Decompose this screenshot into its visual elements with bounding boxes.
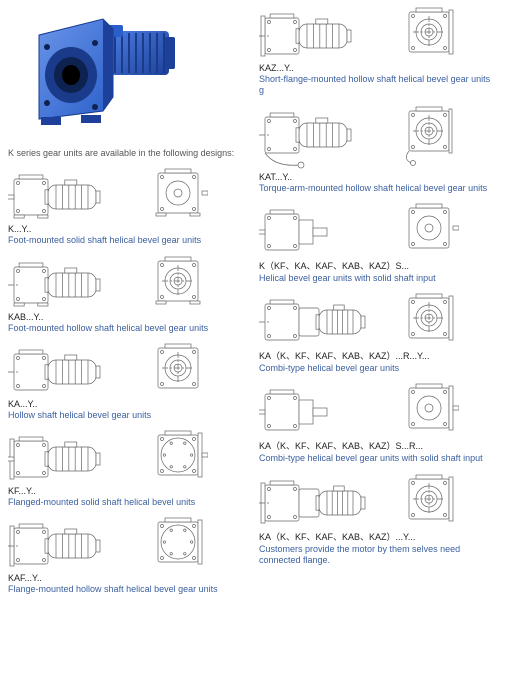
hero-product-image <box>8 4 198 144</box>
design-diagrams <box>259 200 500 256</box>
design-diagrams <box>8 253 249 309</box>
design-description: Combi-type helical bevel gear units <box>259 363 500 374</box>
end-view-diagram <box>399 200 459 256</box>
side-view-diagram <box>8 342 138 396</box>
design-code: K...Y.. <box>8 224 249 234</box>
design-diagrams <box>8 165 249 221</box>
design-code: KA...Y.. <box>8 399 249 409</box>
design-diagrams <box>8 340 249 396</box>
design-item: KAF...Y.. Flange-mounted hollow shaft he… <box>8 514 249 595</box>
design-item: K（KF、KA、KAF、KAB、KAZ）S... Helical bevel g… <box>259 200 500 284</box>
design-code: KA（K、KF、KAF、KAB、KAZ）...R...Y... <box>259 349 500 362</box>
design-item: K...Y.. Foot-mounted solid shaft helical… <box>8 165 249 246</box>
end-view-diagram <box>148 253 208 309</box>
design-code: KAB...Y.. <box>8 312 249 322</box>
side-view-diagram <box>8 516 138 570</box>
design-diagrams <box>259 4 500 60</box>
design-code: KAF...Y.. <box>8 573 249 583</box>
end-view-diagram <box>399 290 459 346</box>
left-column: K series gear units are available in the… <box>8 4 249 602</box>
design-diagrams <box>259 290 500 346</box>
design-description: Short-flange-mounted hollow shaft helica… <box>259 74 500 85</box>
side-view-diagram <box>8 167 138 221</box>
end-view-diagram <box>148 165 208 221</box>
design-description: Combi-type helical bevel gear units with… <box>259 453 500 464</box>
side-view-diagram <box>259 382 389 436</box>
design-description: Flanged-mounted solid shaft helical beve… <box>8 497 249 508</box>
design-code: KAT...Y.. <box>259 172 500 182</box>
design-description: Hollow shaft helical bevel gear units <box>8 410 249 421</box>
design-code: K（KF、KA、KAF、KAB、KAZ）S... <box>259 259 500 272</box>
design-description: Helical bevel gear units with solid shaf… <box>259 273 500 284</box>
design-code: KF...Y.. <box>8 486 249 496</box>
end-view-diagram <box>399 4 459 60</box>
side-view-diagram <box>259 6 389 60</box>
design-item: KA...Y.. Hollow shaft helical bevel gear… <box>8 340 249 421</box>
design-diagrams <box>8 514 249 570</box>
intro-text: K series gear units are available in the… <box>8 148 249 159</box>
side-view-diagram <box>259 292 389 346</box>
side-view-diagram <box>259 202 389 256</box>
end-view-diagram <box>148 340 208 396</box>
design-item: KAT...Y.. Torque-arm-mounted hollow shaf… <box>259 103 500 194</box>
design-description: Foot-mounted hollow shaft helical bevel … <box>8 323 249 334</box>
design-diagrams <box>259 380 500 436</box>
end-view-diagram <box>148 514 208 570</box>
end-view-diagram <box>399 380 459 436</box>
design-code: KA（K、KF、KAF、KAB、KAZ）...Y... <box>259 530 500 543</box>
side-view-diagram <box>8 255 138 309</box>
right-column: KAZ...Y.. Short-flange-mounted hollow sh… <box>259 4 500 602</box>
design-item: KA（K、KF、KAF、KAB、KAZ）...Y... Customers pr… <box>259 471 500 567</box>
design-item: KAB...Y.. Foot-mounted hollow shaft heli… <box>8 253 249 334</box>
design-code: KAZ...Y.. <box>259 63 500 73</box>
end-view-diagram <box>399 103 459 169</box>
design-description-extra: g <box>259 85 500 96</box>
end-view-diagram <box>399 471 459 527</box>
end-view-diagram <box>148 427 208 483</box>
design-description: Customers provide the motor by them selv… <box>259 544 500 567</box>
side-view-diagram <box>259 105 389 169</box>
design-code: KA（K、KF、KAF、KAB、KAZ）S...R... <box>259 439 500 452</box>
design-item: KAZ...Y.. Short-flange-mounted hollow sh… <box>259 4 500 97</box>
side-view-diagram <box>259 473 389 527</box>
side-view-diagram <box>8 429 138 483</box>
design-item: KF...Y.. Flanged-mounted solid shaft hel… <box>8 427 249 508</box>
design-description: Flange-mounted hollow shaft helical beve… <box>8 584 249 595</box>
design-diagrams <box>259 103 500 169</box>
design-description: Foot-mounted solid shaft helical bevel g… <box>8 235 249 246</box>
design-item: KA（K、KF、KAF、KAB、KAZ）...R...Y... Combi-ty… <box>259 290 500 374</box>
design-diagrams <box>259 471 500 527</box>
design-item: KA（K、KF、KAF、KAB、KAZ）S...R... Combi-type … <box>259 380 500 464</box>
design-description: Torque-arm-mounted hollow shaft helical … <box>259 183 500 194</box>
design-diagrams <box>8 427 249 483</box>
